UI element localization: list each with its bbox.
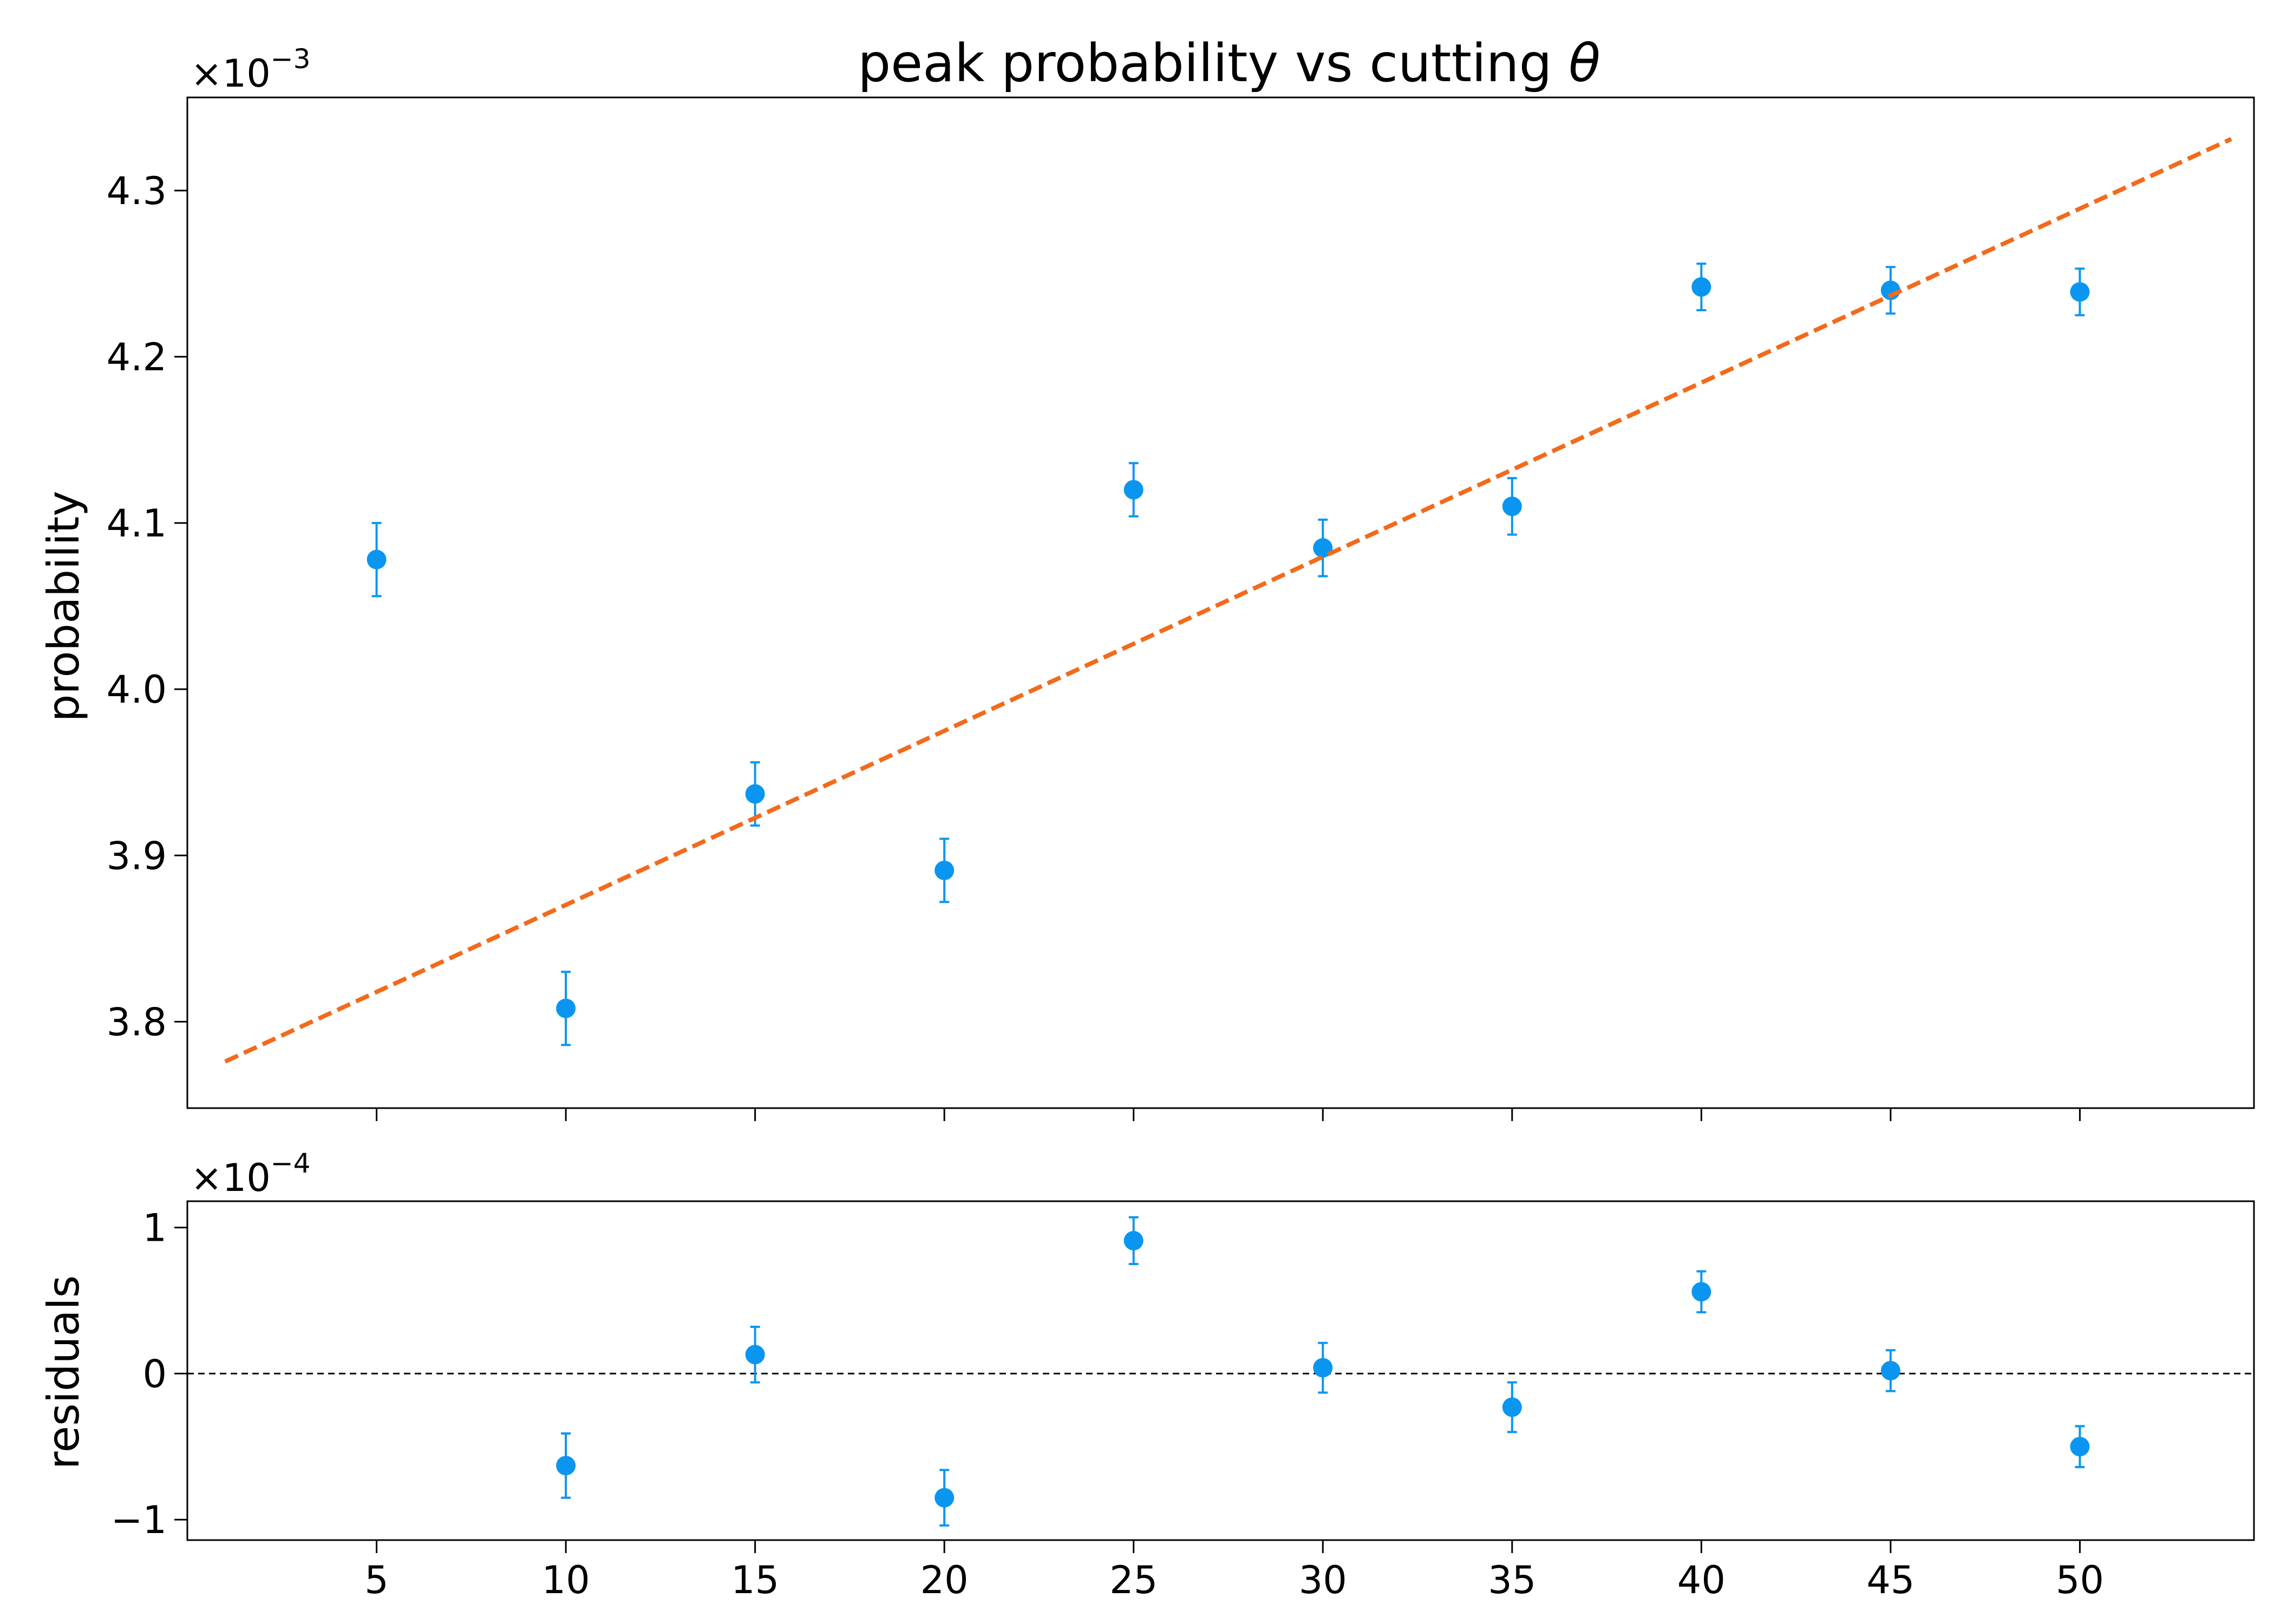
data-marker xyxy=(2070,282,2090,302)
data-point xyxy=(1123,1216,1143,1266)
data-marker xyxy=(1502,496,1522,516)
y-offset-exponent: −4 xyxy=(271,1148,311,1179)
x-tick-label: 45 xyxy=(1866,1558,1914,1602)
data-point xyxy=(2070,267,2090,317)
data-marker xyxy=(745,784,765,804)
data-point xyxy=(556,1432,576,1499)
y-tick-label: 4.2 xyxy=(107,335,167,379)
probability-panel: peak probability vs cutting θ ×10−3 prob… xyxy=(38,33,2255,1121)
y-offset-text: ×10−3 xyxy=(191,43,310,96)
data-point xyxy=(1313,1341,1333,1394)
data-marker xyxy=(367,549,387,569)
y-tick-label: 4.0 xyxy=(107,667,167,712)
data-point xyxy=(556,971,576,1046)
x-tick-label: 20 xyxy=(920,1558,969,1602)
y-tick-label: 4.3 xyxy=(107,169,167,213)
data-point xyxy=(1691,1270,1711,1314)
data-marker xyxy=(745,1345,765,1365)
x-tick-label: 30 xyxy=(1299,1558,1347,1602)
y-offset-exponent: −3 xyxy=(271,43,311,75)
title-theta-symbol: θ xyxy=(1569,33,1600,94)
data-point xyxy=(367,522,387,598)
y-offset-base: ×10 xyxy=(191,1156,271,1200)
data-marker xyxy=(1123,480,1143,500)
y-offset-base: ×10 xyxy=(191,51,271,96)
x-tick-label: 5 xyxy=(364,1558,389,1602)
data-point xyxy=(1123,462,1143,518)
x-tick-label: 15 xyxy=(731,1558,779,1602)
x-tick-label: 40 xyxy=(1677,1558,1726,1602)
data-point xyxy=(745,761,765,827)
y-tick-label: 1 xyxy=(142,1206,167,1250)
x-tick-label: 50 xyxy=(2056,1558,2104,1602)
data-point xyxy=(1880,1349,1900,1392)
y-tick-label: 0 xyxy=(142,1352,167,1396)
chart-title: peak probability vs cutting θ xyxy=(858,33,1600,94)
data-marker xyxy=(1502,1397,1522,1417)
data-point xyxy=(1502,1381,1522,1433)
data-marker xyxy=(2070,1437,2090,1457)
data-point xyxy=(935,837,955,903)
y-tick-label: 3.8 xyxy=(107,1000,167,1044)
fit-line xyxy=(224,137,2232,1064)
data-point xyxy=(2070,1425,2090,1469)
data-point xyxy=(1502,477,1522,536)
y-tick-label: 4.1 xyxy=(107,501,167,546)
y-axis-label: probability xyxy=(38,491,89,722)
y-offset-text: ×10−4 xyxy=(191,1148,310,1200)
data-marker xyxy=(1123,1230,1143,1250)
data-point xyxy=(745,1326,765,1384)
tick-group: 3.8 3.9 4.0 4.1 4.2 4.3 xyxy=(107,169,2081,1121)
data-marker xyxy=(556,998,576,1018)
data-marks xyxy=(224,137,2232,1064)
data-marker xyxy=(1880,1361,1900,1380)
tick-group: 5 10 15 20 25 30 35 40 45 50 −1 0 1 xyxy=(111,1206,2104,1602)
y-tick-label: −1 xyxy=(111,1498,167,1542)
plot-frame xyxy=(186,96,2255,1109)
data-point xyxy=(935,1469,955,1527)
data-marks xyxy=(187,1216,2254,1527)
y-tick-label: 3.9 xyxy=(107,834,167,878)
x-tick-label: 25 xyxy=(1109,1558,1158,1602)
data-marker xyxy=(1691,1282,1711,1302)
data-marker xyxy=(935,860,955,880)
data-marker xyxy=(935,1488,955,1508)
data-marker xyxy=(1313,1358,1333,1378)
data-point xyxy=(1691,263,1711,312)
data-marker xyxy=(1691,277,1711,297)
data-marker xyxy=(556,1456,576,1476)
x-tick-label: 35 xyxy=(1488,1558,1536,1602)
plot-frame xyxy=(186,1200,2255,1541)
x-tick-label: 10 xyxy=(542,1558,590,1602)
title-text: peak probability vs cutting xyxy=(858,33,1569,94)
y-axis-label: residuals xyxy=(38,1275,89,1470)
residuals-panel: ×10−4 residuals 5 10 15 20 25 30 35 40 45 50 −1 0 1 xyxy=(38,1148,2255,1602)
